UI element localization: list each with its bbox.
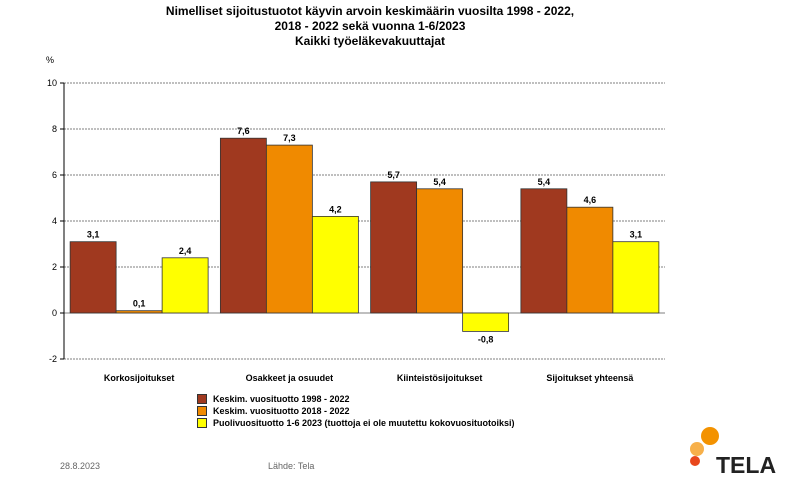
footer-source: Lähde: Tela (268, 461, 315, 471)
data-label: -0,8 (478, 334, 494, 344)
data-label: 5,4 (433, 177, 446, 187)
data-label: 5,7 (387, 170, 400, 180)
logo-dot-3 (690, 456, 700, 466)
chart-title-line-3: Kaikki työeläkevakuuttajat (294, 34, 446, 48)
bar (416, 188, 464, 314)
legend-swatch-3 (197, 418, 207, 428)
y-tick-label: 6 (52, 170, 57, 180)
bar (219, 137, 267, 314)
tela-logo: TELA (680, 425, 780, 483)
data-label: 2,4 (179, 246, 192, 256)
logo-dots-icon (690, 427, 719, 466)
x-tick-label: Sijoitukset yhteensä (546, 373, 634, 383)
legend-item-2: Keskim. vuosituotto 2018 - 2022 (197, 405, 515, 417)
bar (566, 206, 614, 314)
legend-label-1: Keskim. vuosituotto 1998 - 2022 (213, 394, 350, 404)
data-label: 7,3 (283, 133, 296, 143)
bar (311, 215, 359, 314)
legend-item-1: Keskim. vuosituotto 1998 - 2022 (197, 393, 515, 405)
legend-label-2: Keskim. vuosituotto 2018 - 2022 (213, 406, 350, 416)
data-label: 3,1 (87, 230, 100, 240)
legend-swatch-2 (197, 406, 207, 416)
logo-dot-1 (701, 427, 719, 445)
legend-item-3: Puolivuosituotto 1-6 2023 (tuottoja ei o… (197, 417, 515, 429)
y-tick-label: 4 (52, 216, 57, 226)
bar (115, 310, 163, 314)
y-axis-label: % (46, 55, 54, 65)
data-label: 5,4 (538, 177, 551, 187)
y-tick-label: 2 (52, 262, 57, 272)
logo-dot-2 (690, 442, 704, 456)
bar (462, 312, 510, 332)
x-tick-label: Korkosijoitukset (104, 373, 175, 383)
legend-label-3: Puolivuosituotto 1-6 2023 (tuottoja ei o… (213, 418, 515, 428)
chart-title: Nimelliset sijoitustuotot käyvin arvoin … (110, 4, 630, 49)
x-tick-label: Osakkeet ja osuudet (246, 373, 334, 383)
bar-chart: -2 0 2 4 6 8 10% 3,1 0,1 2,4 Korkosijoitukset 7,6 7,… (46, 55, 665, 383)
bar (612, 241, 660, 314)
y-tick-label: 10 (47, 78, 57, 88)
data-label: 4,2 (329, 204, 342, 214)
data-label: 0,1 (133, 299, 146, 309)
y-tick-label: 0 (52, 308, 57, 318)
bar (370, 181, 418, 314)
bar (520, 188, 568, 314)
y-tick-label: 8 (52, 124, 57, 134)
bar (69, 241, 117, 314)
data-label: 7,6 (237, 126, 250, 136)
bar (161, 257, 209, 314)
data-label: 3,1 (630, 230, 643, 240)
legend-swatch-1 (197, 394, 207, 404)
chart-title-line-1: Nimelliset sijoitustuotot käyvin arvoin … (165, 4, 575, 18)
footer-date: 28.8.2023 (60, 461, 101, 471)
data-label: 4,6 (584, 195, 597, 205)
chart-legend: Keskim. vuosituotto 1998 - 2022 Keskim. … (197, 393, 515, 429)
bar (265, 144, 313, 314)
logo-text: TELA (716, 452, 777, 478)
x-tick-label: Kiinteistösijoitukset (397, 373, 483, 383)
chart-title-line-2: 2018 - 2022 sekä vuonna 1-6/2023 (274, 19, 466, 33)
y-tick-label: -2 (49, 354, 57, 364)
